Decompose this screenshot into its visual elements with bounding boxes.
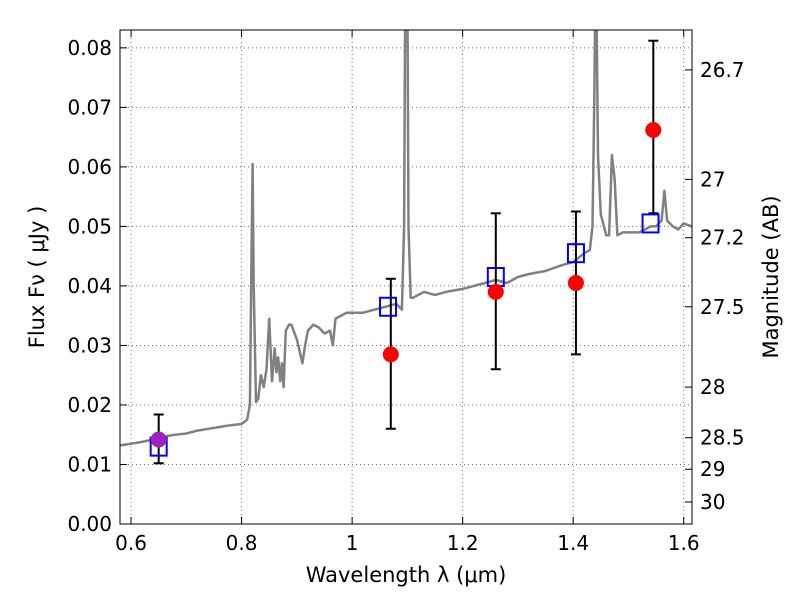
right-tick-label: 29 — [700, 457, 725, 481]
model-point — [641, 213, 660, 234]
right-tick-label: 27.2 — [700, 226, 745, 250]
y-tick-label: 0.06 — [67, 155, 112, 179]
grid-lines — [120, 30, 692, 525]
y-tick-label: 0.03 — [67, 333, 112, 357]
x-tick-label: 1 — [346, 531, 359, 555]
observed-photometry — [150, 121, 662, 448]
right-axis-label: Magnitude (AB) — [759, 195, 783, 358]
right-tick-label: 28 — [700, 375, 725, 399]
observed-point — [150, 431, 167, 448]
model-point — [379, 296, 398, 317]
observed-point — [382, 346, 399, 363]
y-axis-ticks: 0.00 0.01 0.02 0.03 0.04 0.05 0.06 0.07 0.08 — [67, 36, 127, 536]
observed-point — [567, 274, 584, 291]
model-spectrum — [120, 30, 692, 447]
observed-point — [645, 121, 662, 138]
x-tick-label: 0.8 — [226, 531, 258, 555]
plot-frame — [119, 29, 693, 525]
right-axis-ticks: 26.7 27 27.2 27.5 28 28.5 29 30 — [685, 58, 745, 514]
observed-point — [487, 283, 504, 300]
x-tick-label: 1.6 — [668, 531, 700, 555]
x-tick-label: 1.4 — [557, 531, 589, 555]
right-tick-label: 30 — [700, 490, 725, 514]
right-tick-label: 27 — [700, 167, 725, 191]
right-tick-label: 27.5 — [700, 295, 745, 319]
y-tick-label: 0.08 — [67, 36, 112, 60]
x-tick-label: 0.6 — [115, 531, 147, 555]
y-tick-label: 0.04 — [67, 274, 112, 298]
y-tick-label: 0.07 — [67, 95, 112, 119]
model-point — [566, 243, 585, 264]
y-tick-label: 0.00 — [67, 512, 112, 536]
spectrum-line — [120, 30, 692, 447]
x-axis-ticks: 0.6 0.8 1 1.2 1.4 1.6 — [115, 30, 700, 555]
error-bars — [153, 39, 659, 465]
y-tick-label: 0.01 — [67, 452, 112, 476]
right-tick-label: 26.7 — [700, 58, 745, 82]
x-axis-label: Wavelength λ (μm) — [306, 563, 507, 587]
y-tick-label: 0.02 — [67, 393, 112, 417]
x-tick-label: 1.2 — [447, 531, 479, 555]
right-tick-label: 28.5 — [700, 426, 745, 450]
y-tick-label: 0.05 — [67, 214, 112, 238]
y-axis-label: Flux Fν ( μJy ) — [25, 206, 49, 349]
